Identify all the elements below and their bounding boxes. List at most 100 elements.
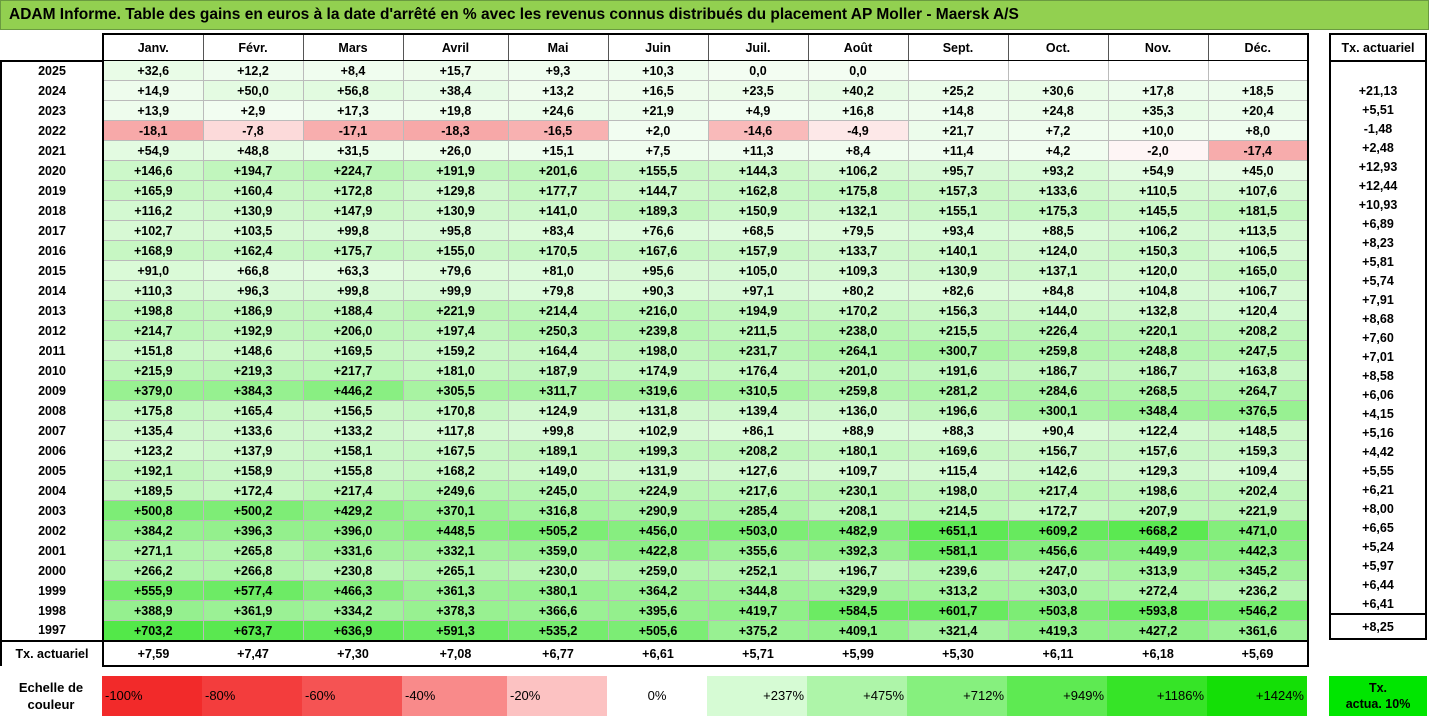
gain-cell: +66,8	[202, 260, 304, 281]
table-row: 2012 +214,7 +192,9 +206,0 +197,4 +250,3 +239,8…	[0, 320, 1309, 341]
gain-cell: +271,1	[102, 540, 204, 561]
row-year: 2009	[0, 380, 104, 401]
gain-cell: +194,9	[707, 300, 809, 321]
table-row: 2001 +271,1 +265,8 +331,6 +332,1 +359,0 +422,8…	[0, 540, 1309, 561]
gain-cell: +207,9	[1107, 500, 1209, 521]
gain-cell: +130,9	[202, 200, 304, 221]
month-header-11: Nov.	[1107, 33, 1208, 61]
gain-cell: +144,3	[707, 160, 809, 181]
gain-cell: +396,3	[202, 520, 304, 541]
gain-cell: +364,2	[607, 580, 709, 601]
gain-cell: +145,5	[1107, 200, 1209, 221]
footer-actuarial-cell: +5,99	[808, 640, 908, 667]
footer-actuarial-cell: +7,59	[103, 640, 203, 667]
gain-cell: +609,2	[1007, 520, 1109, 541]
gain-cell: +366,6	[507, 600, 609, 621]
footer-actuarial-cell: +6,18	[1108, 640, 1208, 667]
gain-cell: -14,6	[707, 120, 809, 141]
gain-cell: +167,6	[607, 240, 709, 261]
gain-cell: +144,7	[607, 180, 709, 201]
gain-cell: +249,6	[402, 480, 509, 501]
row-actuarial: +5,74	[1329, 271, 1427, 290]
footer-actuarial-cell: +5,69	[1208, 640, 1309, 667]
gain-cell: +99,9	[402, 280, 509, 301]
gain-cell: +259,8	[1007, 340, 1109, 361]
gain-cell: +196,7	[807, 560, 909, 581]
gain-cell: +15,7	[402, 60, 509, 81]
color-scale-swatch: 0%	[607, 676, 707, 716]
gain-cell: +300,7	[907, 340, 1009, 361]
gain-cell: +156,5	[302, 400, 404, 421]
table-row: 2015 +91,0 +66,8 +63,3 +79,6 +81,0 +95,6 +105,0…	[0, 260, 1309, 281]
gain-cell: +348,4	[1107, 400, 1209, 421]
gain-cell: +124,0	[1007, 240, 1109, 261]
gain-cell: +172,4	[202, 480, 304, 501]
gain-cell: +170,5	[507, 240, 609, 261]
row-year: 2015	[0, 260, 104, 281]
gain-cell: +175,8	[102, 400, 204, 421]
row-actuarial: +4,15	[1329, 404, 1427, 423]
gain-cell	[1007, 60, 1109, 81]
gain-cell: +265,1	[402, 560, 509, 581]
color-scale-swatch: +1186%	[1107, 676, 1207, 716]
row-actuarial: +8,68	[1329, 309, 1427, 328]
table-row: 2007 +135,4 +133,6 +133,2 +117,8 +99,8 +102,9 +…	[0, 420, 1309, 441]
row-year: 1998	[0, 600, 104, 621]
gain-cell: +23,5	[707, 80, 809, 101]
table-row: 2024 +14,9 +50,0 +56,8 +38,4 +13,2 +16,5 +23,5 +…	[0, 80, 1309, 101]
gain-cell: +245,0	[507, 480, 609, 501]
gain-cell: +18,5	[1207, 80, 1309, 101]
gain-cell: +142,6	[1007, 460, 1109, 481]
gain-cell: +177,7	[507, 180, 609, 201]
gain-cell: +319,6	[607, 380, 709, 401]
gain-cell: +110,5	[1107, 180, 1209, 201]
gain-cell: +673,7	[202, 620, 304, 642]
gain-cell: +500,8	[102, 500, 204, 521]
gain-cell: +378,3	[402, 600, 509, 621]
row-actuarial: +5,97	[1329, 556, 1427, 575]
gain-cell: +266,8	[202, 560, 304, 581]
gain-cell	[907, 60, 1009, 81]
row-year: 2025	[0, 60, 104, 81]
gain-cell: +264,7	[1207, 380, 1309, 401]
gain-cell: +7,5	[607, 140, 709, 161]
gain-cell: +130,9	[402, 200, 509, 221]
gain-cell: +12,2	[202, 60, 304, 81]
gain-cell: +40,2	[807, 80, 909, 101]
gain-cell: +144,0	[1007, 300, 1109, 321]
gain-cell: +50,0	[202, 80, 304, 101]
gain-cell: +164,4	[507, 340, 609, 361]
gain-cell: +167,5	[402, 440, 509, 461]
gain-cell: +109,4	[1207, 460, 1309, 481]
row-year: 2011	[0, 340, 104, 361]
gain-cell: +162,8	[707, 180, 809, 201]
row-actuarial: +6,89	[1329, 214, 1427, 233]
gain-cell: +155,1	[907, 200, 1009, 221]
gain-cell: +90,3	[607, 280, 709, 301]
color-scale-swatch: -100%	[102, 676, 202, 716]
gain-cell: +175,7	[302, 240, 404, 261]
gain-cell: +376,5	[1207, 400, 1309, 421]
month-header-7: Juil.	[707, 33, 808, 61]
gain-cell: +158,9	[202, 460, 304, 481]
gain-cell: +359,0	[507, 540, 609, 561]
row-year: 2012	[0, 320, 104, 341]
gain-cell: +155,5	[607, 160, 709, 181]
color-scale: Echelle de couleur -100% -80% -60% -40% -20%…	[0, 676, 1308, 716]
gain-cell: -17,1	[302, 120, 404, 141]
gain-cell: +268,5	[1107, 380, 1209, 401]
gain-cell: +99,8	[302, 220, 404, 241]
gain-cell: +84,8	[1007, 280, 1109, 301]
gain-cell: +503,8	[1007, 600, 1109, 621]
gain-cell: +668,2	[1107, 520, 1209, 541]
gains-table: Janv. Févr. Mars Avril Mai Juin Juil. Août Sept.…	[0, 33, 1309, 667]
color-scale-label: Echelle de couleur	[0, 676, 102, 716]
gain-cell: +419,7	[707, 600, 809, 621]
gain-cell: +137,1	[1007, 260, 1109, 281]
gain-cell: +95,7	[907, 160, 1009, 181]
gain-cell: +165,9	[102, 180, 204, 201]
row-actuarial: +5,51	[1329, 100, 1427, 119]
color-scale-swatch: +237%	[707, 676, 807, 716]
month-header-12: Déc.	[1207, 33, 1309, 61]
gain-cell: +96,3	[202, 280, 304, 301]
